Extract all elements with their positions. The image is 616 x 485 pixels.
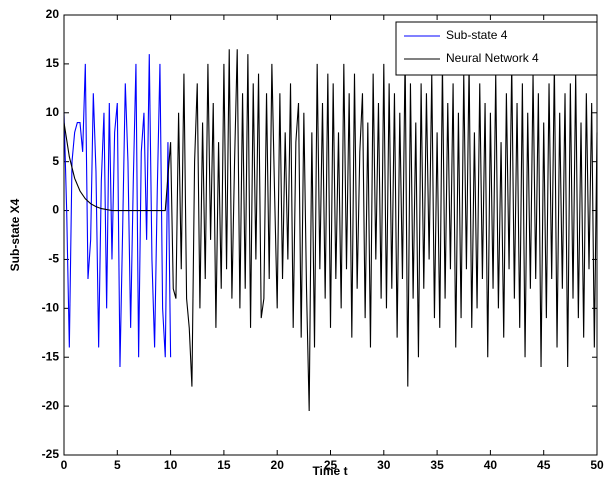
x-tick-label: 45 xyxy=(537,458,551,472)
y-tick-label: -25 xyxy=(42,447,60,461)
x-tick-label: 20 xyxy=(271,458,285,472)
x-tick-label: 5 xyxy=(114,458,121,472)
x-tick-label: 35 xyxy=(430,458,444,472)
y-tick-label: -20 xyxy=(42,398,60,412)
x-tick-label: 25 xyxy=(324,458,338,472)
y-tick-label: 20 xyxy=(46,7,60,21)
x-tick-label: 30 xyxy=(377,458,391,472)
y-axis-label: Sub-state X4 xyxy=(8,198,22,271)
y-tick-label: 5 xyxy=(52,154,59,168)
legend-label: Sub-state 4 xyxy=(446,28,508,42)
y-tick-label: 15 xyxy=(46,56,60,70)
data-line xyxy=(63,54,172,368)
x-tick-label: 15 xyxy=(217,458,231,472)
y-tick-label: -5 xyxy=(48,252,59,266)
legend-label: Neural Network 4 xyxy=(446,51,539,65)
plot-frame xyxy=(63,14,598,456)
y-tick-label: -10 xyxy=(42,301,60,315)
y-tick-label: -15 xyxy=(42,349,60,363)
y-tick-label: 0 xyxy=(52,203,59,217)
x-axis-label: Time t xyxy=(312,464,347,478)
legend-box xyxy=(395,21,598,76)
x-tick-label: 10 xyxy=(164,458,178,472)
x-tick-label: 0 xyxy=(61,458,68,472)
x-tick-label: 40 xyxy=(484,458,498,472)
y-tick-label: 10 xyxy=(46,105,60,119)
x-tick-label: 50 xyxy=(590,458,604,472)
data-line xyxy=(63,49,598,412)
plot-area xyxy=(64,15,597,455)
